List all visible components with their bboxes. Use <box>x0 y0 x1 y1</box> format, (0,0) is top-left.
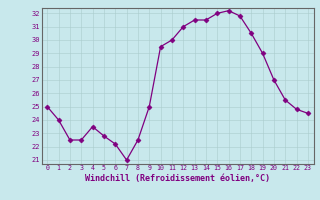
X-axis label: Windchill (Refroidissement éolien,°C): Windchill (Refroidissement éolien,°C) <box>85 174 270 183</box>
